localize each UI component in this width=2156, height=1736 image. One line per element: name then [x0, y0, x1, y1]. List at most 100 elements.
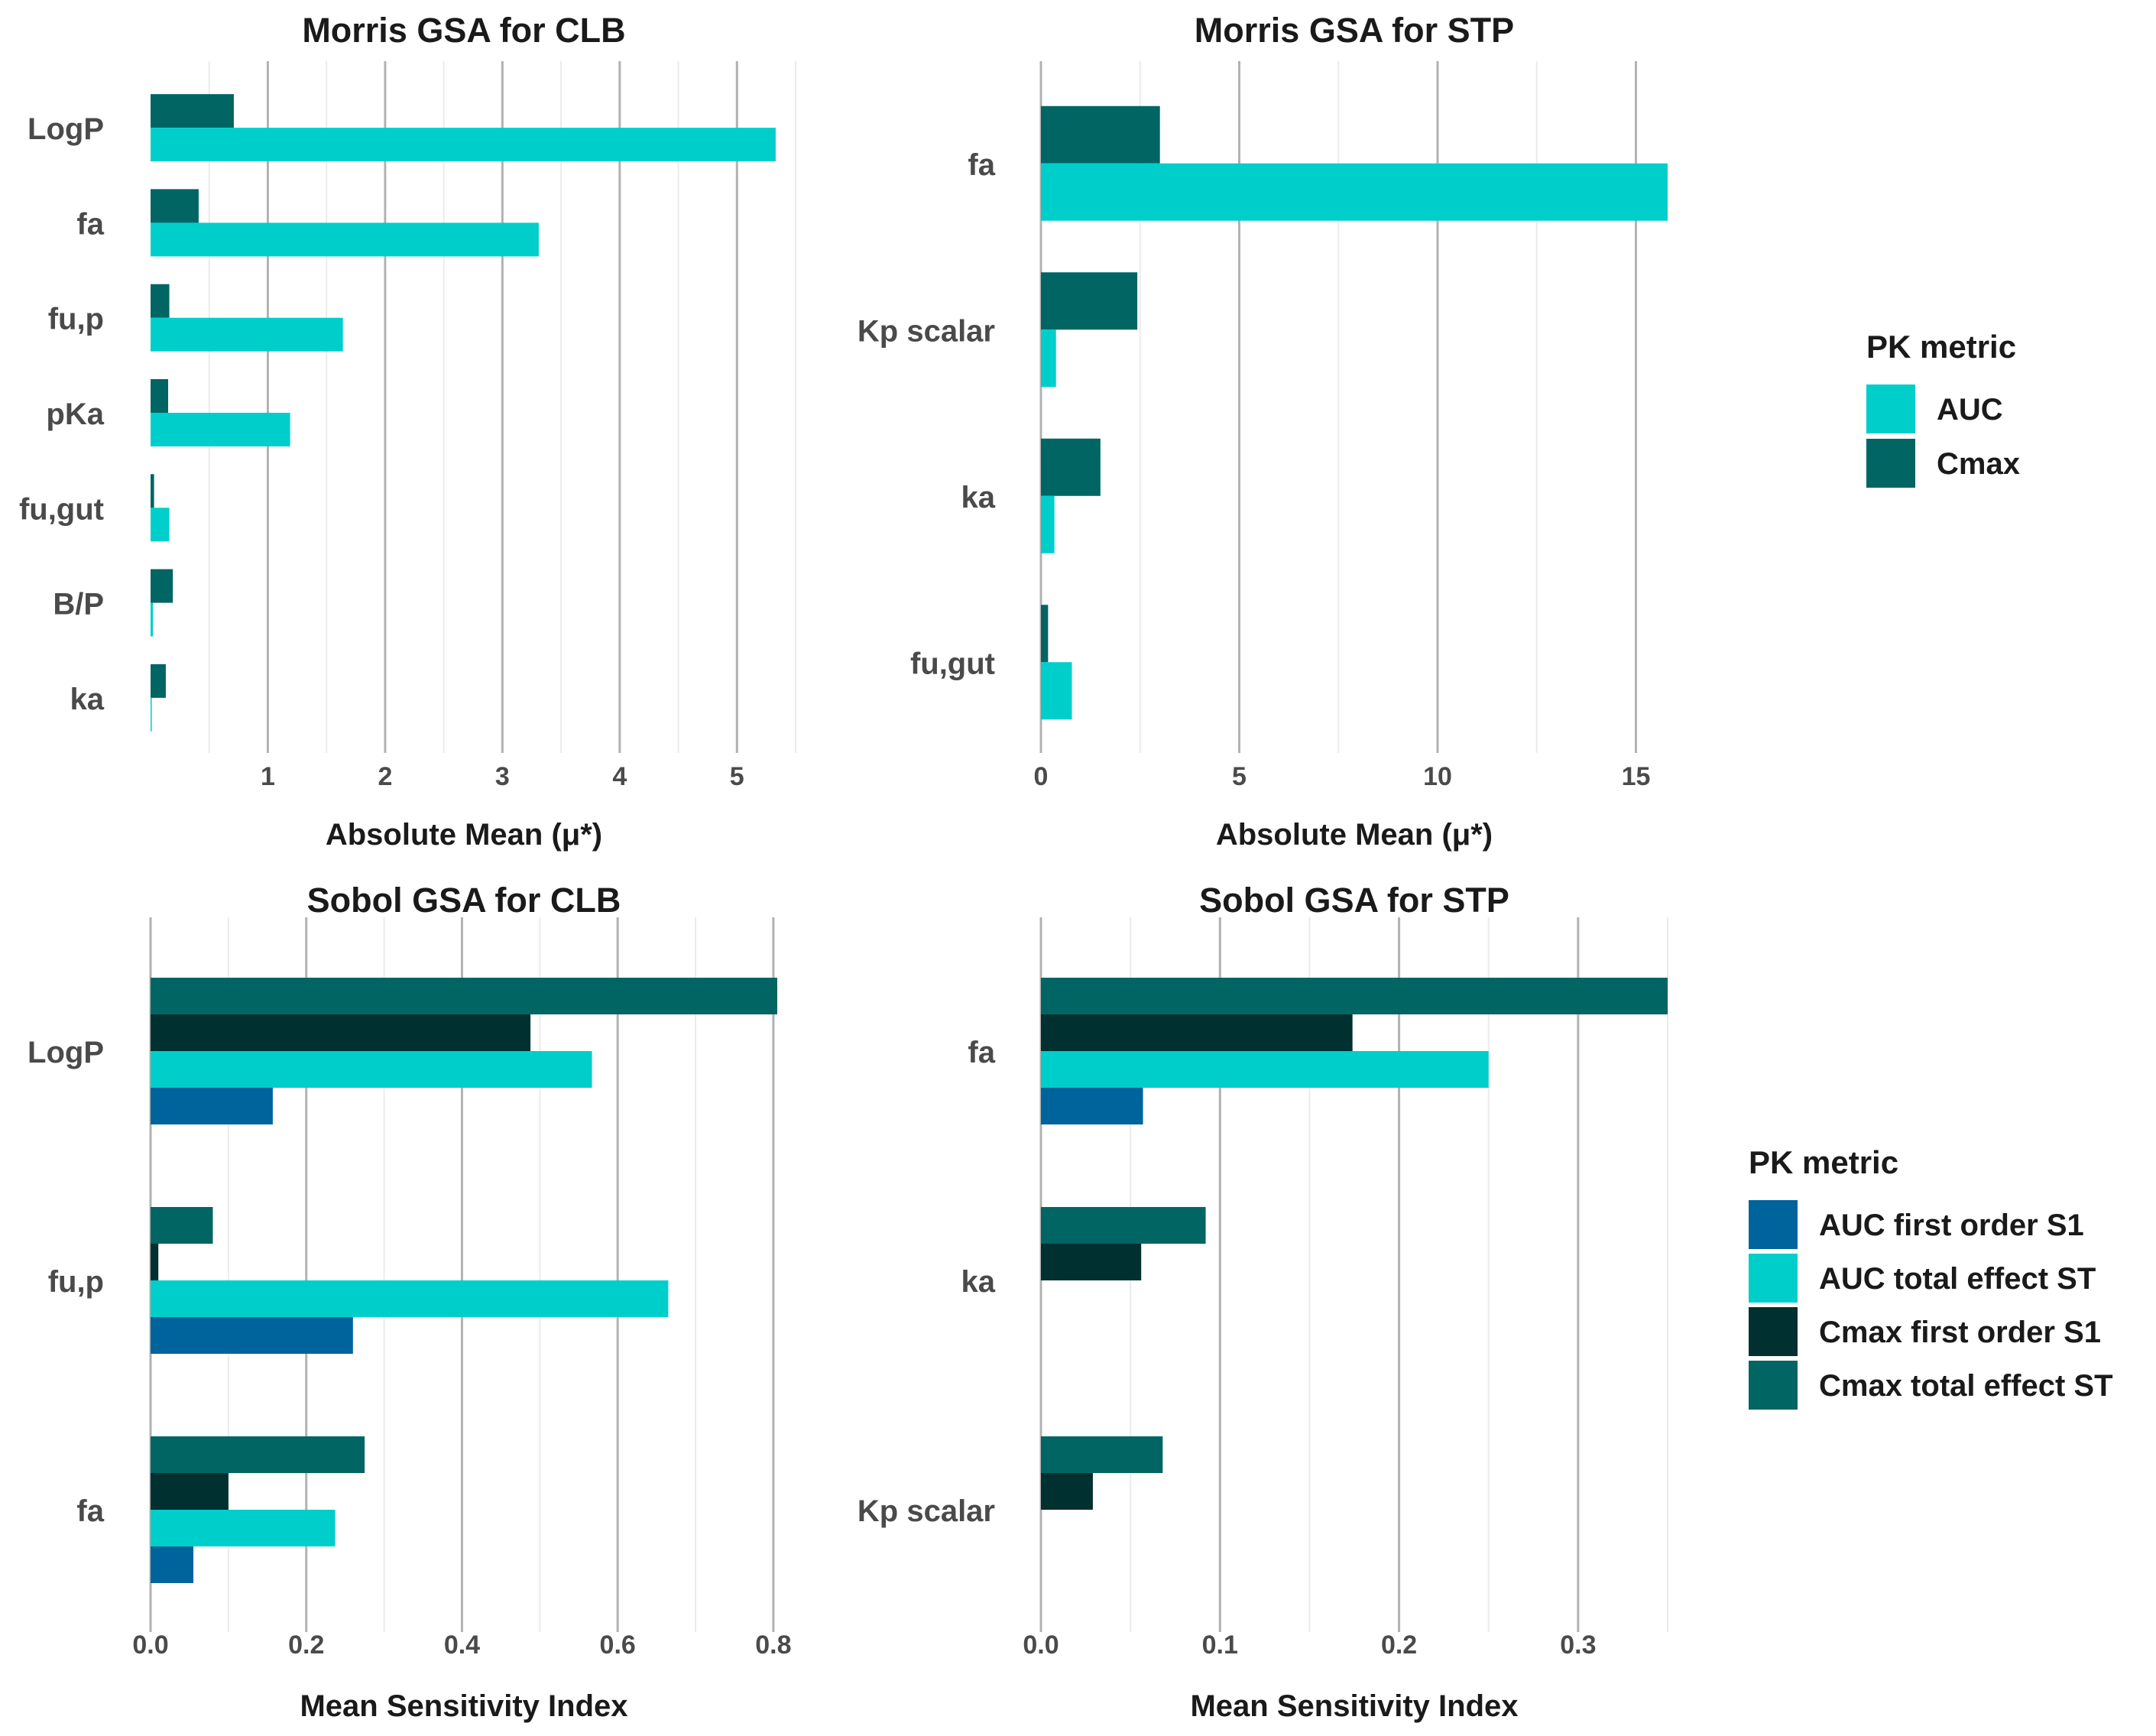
- bar-cmax-fu-gut: [1041, 605, 1049, 663]
- category-label: Kp scalar: [858, 1494, 995, 1528]
- chart-title: Morris GSA for STP: [1195, 11, 1514, 50]
- category-label: fu,p: [48, 1265, 104, 1299]
- category-label: ka: [961, 481, 996, 514]
- bar-cmax-fu-gut: [151, 474, 154, 508]
- category-label: fu,gut: [910, 647, 995, 680]
- bar-auc-first-order-s1-fa: [151, 1546, 194, 1583]
- x-axis-label: Absolute Mean (μ*): [326, 818, 602, 852]
- bar-auc-fu-gut: [1041, 662, 1072, 720]
- bar-cmax-first-order-s1-fa: [1041, 1014, 1353, 1051]
- x-tick-label: 5: [1232, 762, 1247, 791]
- x-tick-label: 15: [1622, 762, 1651, 791]
- category-label: ka: [961, 1265, 996, 1299]
- legend-sobol: PK metric AUC first order S1 AUC total eff…: [1749, 1144, 2113, 1410]
- bar-auc-logp: [151, 128, 776, 162]
- x-tick-label: 0.6: [600, 1631, 636, 1660]
- bar-auc-total-effect-st-fa: [1041, 1051, 1489, 1088]
- x-tick-label: 0: [1034, 762, 1049, 791]
- legend-morris: PK metric AUC Cmax: [1866, 329, 2020, 488]
- bar-auc-total-effect-st-fu-p: [151, 1280, 669, 1317]
- bar-auc-first-order-s1-logp: [151, 1088, 273, 1124]
- category-label: fu,gut: [19, 492, 104, 526]
- bar-cmax-fa: [1041, 105, 1160, 164]
- legend-label: AUC: [1937, 393, 2003, 427]
- legend-label: AUC total effect ST: [1819, 1262, 2096, 1296]
- x-axis-label: Absolute Mean (μ*): [1216, 818, 1493, 852]
- x-tick-label: 0.2: [1381, 1631, 1417, 1660]
- bar-cmax-first-order-s1-logp: [151, 1014, 531, 1051]
- bar-auc-fu-gut: [151, 508, 170, 542]
- bar-auc-fa: [1041, 163, 1668, 221]
- x-tick-label: 4: [612, 762, 627, 791]
- x-tick-label: 2: [378, 762, 392, 791]
- category-label: LogP: [28, 1036, 104, 1069]
- bar-auc-total-effect-st-fa: [151, 1510, 336, 1546]
- x-axis-label: Mean Sensitivity Index: [300, 1689, 627, 1723]
- legend-label: AUC first order S1: [1819, 1209, 2084, 1242]
- chart-panel-2: Morris GSA for STP 0 5 10 15 Absolute Mean (μ…: [858, 11, 1668, 852]
- chart-title: Sobol GSA for CLB: [307, 881, 621, 920]
- bar-auc-ka: [151, 697, 152, 732]
- x-tick-label: 0.2: [288, 1631, 324, 1660]
- bar-cmax-ka: [1041, 438, 1101, 496]
- bar-cmax-first-order-s1-kp-scalar: [1041, 1473, 1093, 1510]
- category-label: ka: [70, 683, 105, 716]
- category-label: fa: [968, 1036, 995, 1069]
- x-tick-label: 10: [1423, 762, 1452, 791]
- bar-cmax-total-effect-st-kp-scalar: [1041, 1436, 1163, 1473]
- bar-cmax-total-effect-st-logp: [151, 978, 777, 1014]
- legend-swatch: [1749, 1361, 1798, 1410]
- chart-title: Morris GSA for CLB: [302, 11, 625, 50]
- legend-label: Cmax first order S1: [1819, 1316, 2101, 1349]
- bar-cmax-logp: [151, 94, 234, 128]
- bars: [1041, 978, 1668, 1510]
- chart-panel-1: Morris GSA for CLB 1 2 3 4 5 Absolute Mean (μ*…: [19, 11, 796, 852]
- bar-auc-first-order-s1-fu-p: [151, 1317, 353, 1354]
- bar-auc-pka: [151, 413, 290, 446]
- legend-title: PK metric: [1866, 329, 2016, 365]
- bar-cmax-pka: [151, 379, 169, 413]
- category-label: fa: [76, 207, 104, 241]
- bar-cmax-total-effect-st-fa: [151, 1436, 365, 1473]
- bar-cmax-ka: [151, 664, 166, 698]
- bar-cmax-total-effect-st-fu-p: [151, 1207, 213, 1244]
- legend-swatch: [1749, 1200, 1798, 1249]
- bar-cmax-fa: [151, 189, 199, 223]
- bar-auc-fa: [151, 222, 539, 257]
- legend-swatch: [1866, 385, 1915, 433]
- x-tick-label: 0.1: [1202, 1631, 1238, 1660]
- legend-title: PK metric: [1749, 1144, 1898, 1180]
- bar-auc-b-p: [151, 602, 154, 637]
- category-label: Kp scalar: [858, 314, 995, 348]
- category-label: fa: [968, 148, 995, 182]
- bar-cmax-fu-p: [151, 284, 170, 318]
- bar-auc-ka: [1041, 495, 1055, 553]
- x-tick-label: 0.4: [444, 1631, 480, 1660]
- bars: [151, 94, 776, 732]
- bar-cmax-first-order-s1-fu-p: [151, 1244, 159, 1280]
- bars: [151, 978, 777, 1583]
- bar-cmax-total-effect-st-fa: [1041, 978, 1668, 1014]
- x-tick-label: 0.8: [755, 1631, 791, 1660]
- category-label: fu,p: [48, 303, 104, 336]
- category-label: LogP: [28, 112, 104, 146]
- legend-swatch: [1866, 439, 1915, 488]
- bar-auc-total-effect-st-logp: [151, 1051, 592, 1088]
- x-tick-label: 0.3: [1560, 1631, 1596, 1660]
- x-tick-label: 0.0: [132, 1631, 168, 1660]
- category-label: pKa: [46, 397, 104, 431]
- chart-panel-3: Sobol GSA for CLB 0.0 0.2 0.4 0.6 0.8 Mean Sen…: [28, 881, 792, 1723]
- chart-panel-4: Sobol GSA for STP 0.0 0.1 0.2 0.3 Mean Sensit…: [858, 881, 1668, 1723]
- legend-swatch: [1749, 1307, 1798, 1356]
- bar-cmax-b-p: [151, 569, 173, 603]
- bar-auc-first-order-s1-fa: [1041, 1088, 1143, 1124]
- bar-auc-kp-scalar: [1041, 329, 1056, 388]
- x-tick-label: 1: [261, 762, 275, 791]
- bar-auc-fu-p: [151, 317, 343, 352]
- x-axis-label: Mean Sensitivity Index: [1190, 1689, 1518, 1723]
- category-label: fa: [76, 1494, 104, 1528]
- category-label: B/P: [53, 588, 104, 621]
- gridlines: [208, 61, 796, 753]
- bar-cmax-total-effect-st-ka: [1041, 1207, 1206, 1244]
